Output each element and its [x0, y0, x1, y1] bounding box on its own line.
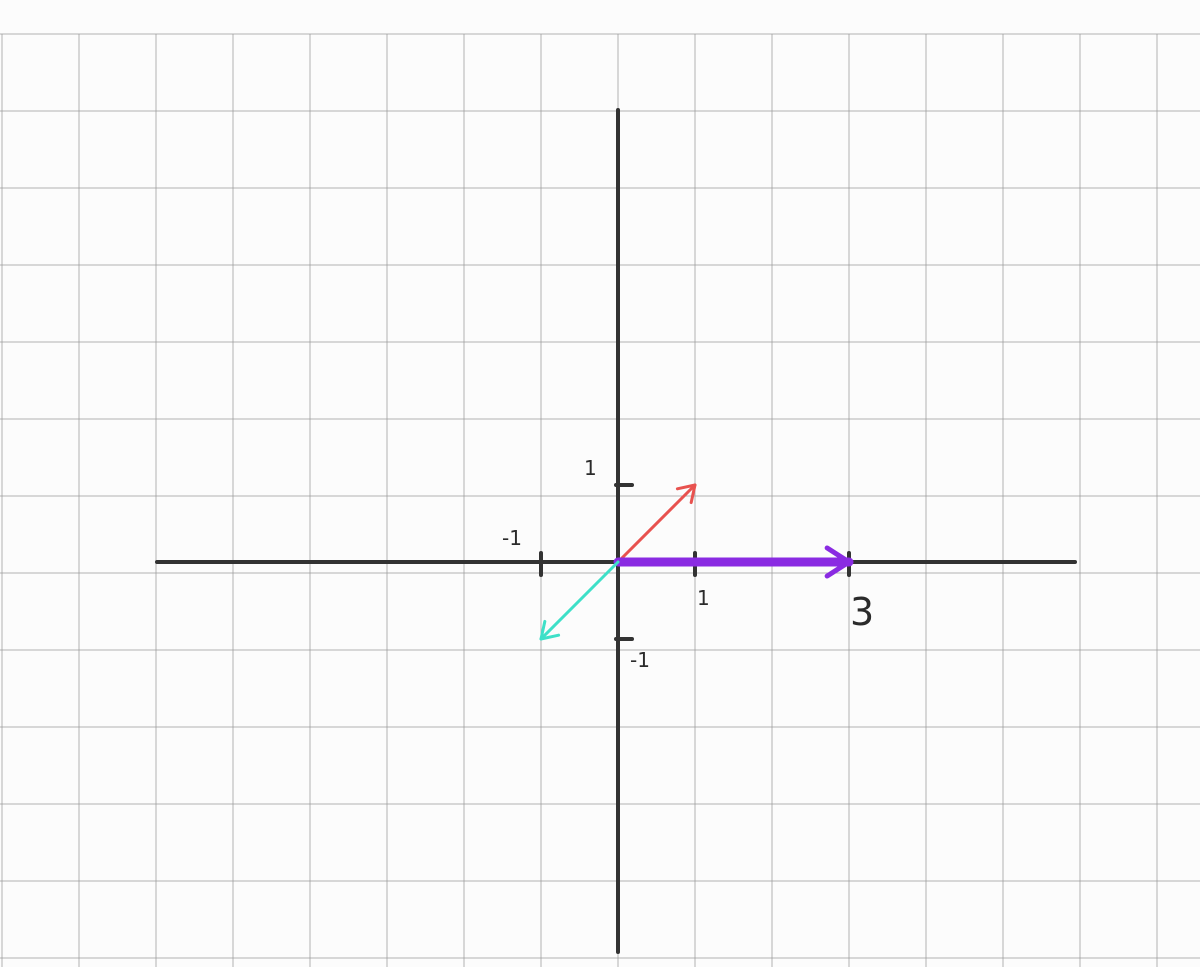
vector-purple-arrowhead [824, 545, 852, 579]
vector-purple [613, 545, 854, 579]
vector-red [616, 483, 697, 564]
grid [0, 33, 1200, 967]
x-tick-label-3: 3 [850, 590, 874, 634]
y-tick-label-1: 1 [584, 456, 597, 480]
x-tick-label-1: 1 [697, 586, 710, 610]
y-tick-label-neg1: -1 [630, 648, 650, 672]
vector-red-arrowhead [675, 483, 697, 505]
vector-teal-shaft [539, 560, 620, 641]
vector-teal [539, 560, 620, 641]
vector-red-shaft [616, 483, 697, 564]
vector-teal-arrowhead [539, 619, 561, 641]
x-tick-label-neg1: -1 [502, 526, 522, 550]
